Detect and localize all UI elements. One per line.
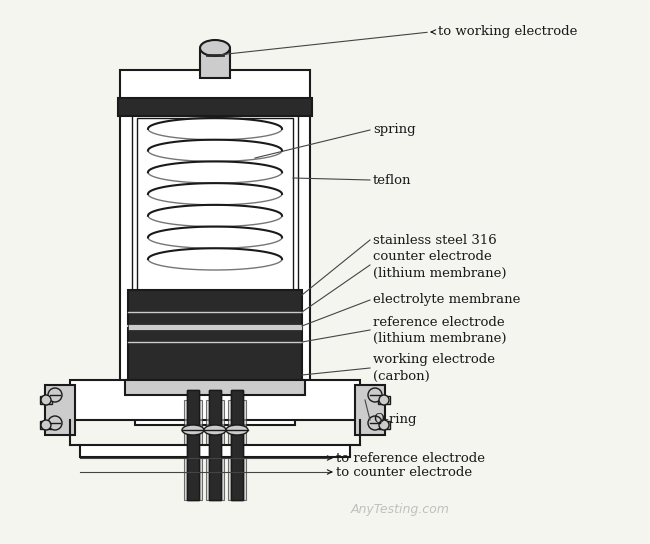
- Bar: [187, 390, 199, 500]
- Ellipse shape: [379, 395, 389, 405]
- Bar: [206, 400, 224, 500]
- Ellipse shape: [204, 425, 226, 435]
- Bar: [137, 118, 293, 300]
- Bar: [228, 400, 246, 500]
- Bar: [128, 290, 302, 380]
- Bar: [209, 390, 221, 500]
- Bar: [70, 380, 360, 420]
- Bar: [80, 445, 350, 457]
- Bar: [231, 390, 243, 500]
- Bar: [120, 70, 310, 390]
- Text: spring: spring: [373, 123, 415, 137]
- Text: to reference electrode: to reference electrode: [336, 452, 485, 465]
- Bar: [118, 98, 312, 116]
- Text: to working electrode: to working electrode: [438, 26, 577, 39]
- Ellipse shape: [41, 395, 51, 405]
- Bar: [200, 50, 230, 78]
- Bar: [40, 396, 52, 404]
- Bar: [378, 421, 390, 429]
- Ellipse shape: [368, 388, 382, 402]
- Ellipse shape: [226, 425, 248, 435]
- Text: AnyTesting.com: AnyTesting.com: [350, 504, 449, 516]
- Ellipse shape: [368, 416, 382, 430]
- Text: reference electrode
(lithium membrane): reference electrode (lithium membrane): [373, 316, 506, 344]
- Bar: [40, 421, 52, 429]
- Text: teflon: teflon: [373, 174, 411, 187]
- Ellipse shape: [182, 425, 204, 435]
- Ellipse shape: [48, 388, 62, 402]
- Bar: [135, 395, 295, 425]
- Bar: [184, 400, 202, 500]
- Bar: [231, 390, 243, 500]
- Ellipse shape: [200, 40, 230, 56]
- Bar: [209, 390, 221, 500]
- Bar: [378, 396, 390, 404]
- Ellipse shape: [41, 420, 51, 430]
- Text: electrolyte membrane: electrolyte membrane: [373, 294, 521, 306]
- Bar: [355, 385, 385, 435]
- Ellipse shape: [379, 420, 389, 430]
- Bar: [45, 385, 75, 435]
- Bar: [187, 390, 199, 500]
- Bar: [128, 324, 302, 330]
- Ellipse shape: [48, 416, 62, 430]
- Text: working electrode
(carbon): working electrode (carbon): [373, 354, 495, 382]
- Text: O-ring: O-ring: [373, 413, 417, 426]
- Bar: [132, 100, 298, 390]
- Bar: [125, 380, 305, 395]
- Text: stainless steel 316: stainless steel 316: [373, 233, 497, 246]
- Text: counter electrode
(lithium membrane): counter electrode (lithium membrane): [373, 250, 506, 280]
- Text: to counter electrode: to counter electrode: [336, 466, 472, 479]
